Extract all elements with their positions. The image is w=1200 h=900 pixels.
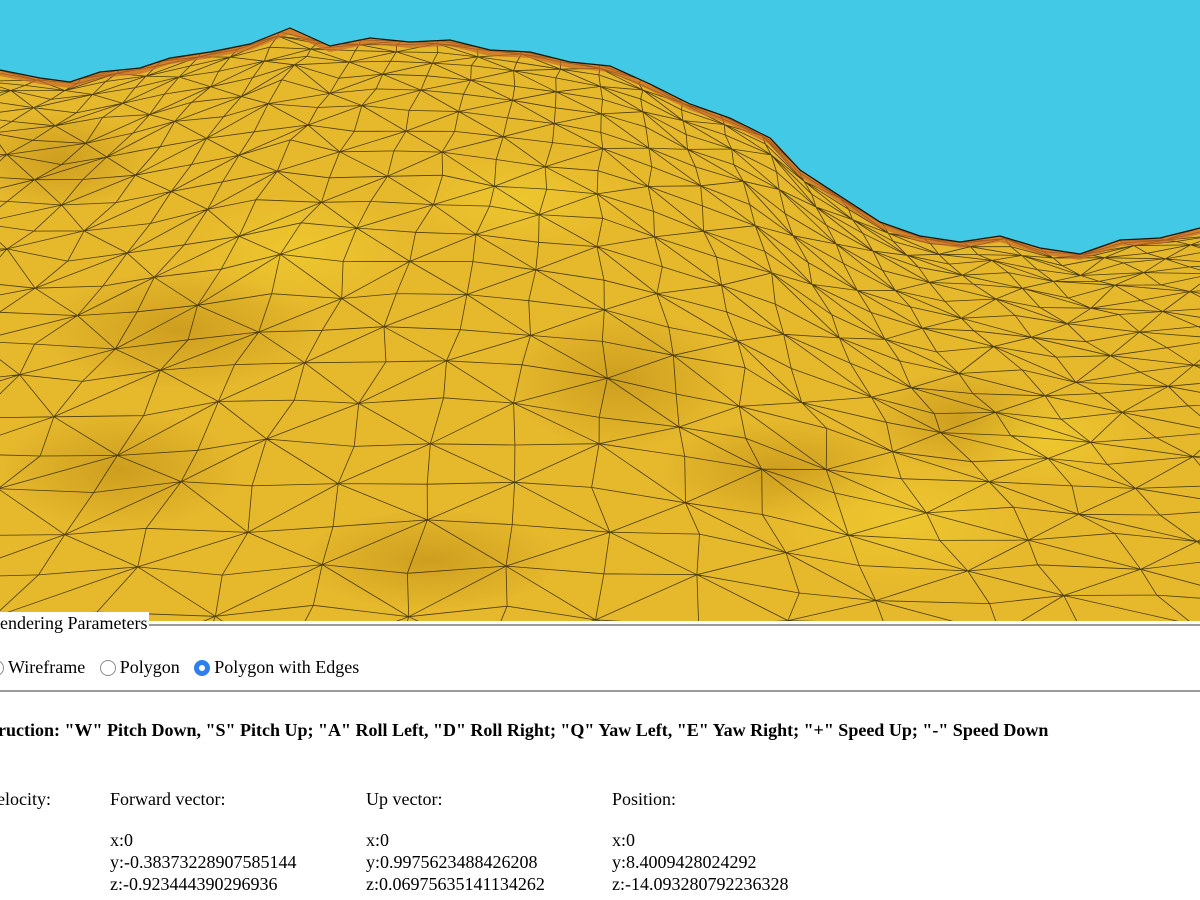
forward-x: x:0 [110, 830, 134, 850]
forward-vector-label: Forward vector: [110, 789, 226, 809]
radio-polygon[interactable] [99, 660, 116, 676]
terrain-shade-patch [180, 190, 420, 310]
position-z: z:-14.093280792236328 [612, 874, 789, 894]
instruction-text: Instruction: "W" Pitch Down, "S" Pitch U… [0, 720, 1049, 740]
up-z: z:0.06975635141134262 [366, 874, 545, 894]
forward-z: z:-0.923444390296936 [110, 874, 278, 894]
position-x: x:0 [612, 830, 636, 850]
position-readout: Position: x:0 y:8.4009428024292 z:-14.09… [612, 788, 788, 895]
terrain-canvas[interactable] [0, 0, 1200, 621]
radio-wireframe[interactable] [0, 660, 4, 676]
radio-polygon-label[interactable]: Polygon [119, 657, 180, 677]
up-y: y:0.9975623488426208 [366, 852, 538, 872]
forward-y: y:-0.38373228907585144 [110, 852, 297, 872]
velocity-label: Velocity: [0, 789, 51, 809]
forward-vector-readout: Forward vector: x:0 y:-0.383732289075851… [110, 788, 297, 895]
rendering-parameters-group: Rendering Parameters Wireframe Polygon P… [0, 612, 1200, 692]
terrain-shade-patch [300, 510, 560, 610]
rendering-parameters-legend: Rendering Parameters [0, 612, 150, 634]
position-label: Position: [612, 789, 677, 809]
terrain-viewport[interactable] [0, 0, 1200, 621]
terrain-ridge-highlight [0, 27, 1200, 261]
up-x: x:0 [366, 830, 390, 850]
radio-polygon-with-edges[interactable] [194, 660, 211, 676]
velocity-readout: Velocity: [0, 788, 51, 829]
up-vector-label: Up vector: [366, 789, 443, 809]
position-y: y:8.4009428024292 [612, 852, 757, 872]
radio-polygon-with-edges-label[interactable]: Polygon with Edges [214, 657, 360, 677]
terrain-shade-patch [760, 450, 1040, 590]
terrain-shade-patch [400, 150, 640, 250]
terrain-silhouette [0, 27, 1200, 255]
radio-wireframe-label[interactable]: Wireframe [8, 657, 86, 677]
up-vector-readout: Up vector: x:0 y:0.9975623488426208 z:0.… [366, 788, 545, 895]
render-mode-options: Wireframe Polygon Polygon with Edges [0, 656, 369, 678]
terrain-shade-patch [510, 310, 730, 450]
terrain-shade-patch [0, 410, 240, 530]
